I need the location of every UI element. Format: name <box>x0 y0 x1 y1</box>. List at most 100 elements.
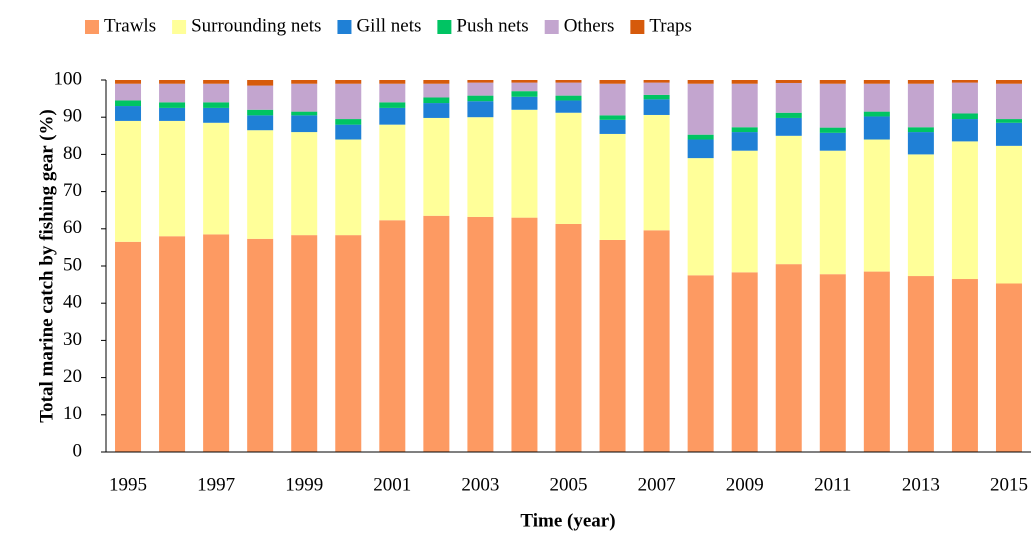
bar-segment <box>555 82 582 96</box>
y-tick-label: 60 <box>63 217 82 238</box>
y-tick-label: 0 <box>73 440 83 461</box>
y-tick-label: 50 <box>63 254 82 275</box>
bar-segment <box>643 80 670 83</box>
bar-segment <box>687 83 714 135</box>
bar-segment <box>863 83 890 112</box>
legend-label: Surrounding nets <box>191 15 321 36</box>
x-tick-label: 2003 <box>461 474 499 495</box>
bar-segment <box>995 119 1022 123</box>
legend-swatch <box>630 20 645 34</box>
bar-segment <box>467 117 494 217</box>
bar-segment <box>863 139 890 272</box>
bar-segment <box>819 274 846 452</box>
bar-segment <box>907 154 934 277</box>
y-axis-label: Total marine catch by fishing gear (%) <box>36 109 57 423</box>
bar-segment <box>291 111 318 116</box>
bar-segment <box>159 80 186 84</box>
y-tick-label: 100 <box>54 68 83 89</box>
x-axis-label: Time (year) <box>520 510 615 531</box>
bar-segment <box>379 124 406 221</box>
bar-segment <box>643 94 670 100</box>
bar-segment <box>247 130 274 239</box>
bar-segment <box>775 82 802 113</box>
bar-segment <box>423 83 450 98</box>
bar-segment <box>555 223 582 452</box>
bar-segment <box>731 272 758 452</box>
bar-segment <box>423 97 450 104</box>
bar-segment <box>687 158 714 276</box>
bar-segment <box>775 112 802 118</box>
bar-segment <box>335 235 362 452</box>
bar-segment <box>599 239 626 452</box>
bar-segment <box>863 271 890 452</box>
bar-segment <box>467 101 494 118</box>
bar-segment <box>159 107 186 121</box>
legend-label: Others <box>564 15 615 36</box>
bar-segment <box>687 139 714 159</box>
bar-segment <box>291 115 318 133</box>
bar-segment <box>951 279 978 452</box>
bar-segment <box>687 275 714 452</box>
bar-segment <box>731 80 758 84</box>
bar-segment <box>159 236 186 452</box>
bar-segment <box>907 276 934 452</box>
x-tick-label: 2001 <box>373 474 411 495</box>
bar-segment <box>731 83 758 128</box>
x-tick-label: 2011 <box>814 474 851 495</box>
legend-label: Trawls <box>104 15 156 36</box>
bar-segment <box>995 83 1022 120</box>
bar-segment <box>643 230 670 452</box>
legend-swatch <box>85 20 99 34</box>
bar-segment <box>203 80 230 84</box>
bar-segment <box>423 117 450 216</box>
bar-segment <box>643 114 670 231</box>
y-tick-label: 30 <box>63 329 82 350</box>
bar-segment <box>555 95 582 101</box>
bar-segment <box>555 112 582 224</box>
bar-segment <box>115 100 142 107</box>
bar-segment <box>291 235 318 452</box>
bar-segment <box>291 83 318 112</box>
bar-segment <box>203 234 230 452</box>
bar-segment <box>247 80 274 86</box>
bar-segment <box>115 120 142 242</box>
bar-segment <box>819 80 846 84</box>
bar-segment <box>643 99 670 115</box>
bar-segment <box>115 241 142 452</box>
legend-label: Push nets <box>456 15 528 36</box>
x-tick-label: 1995 <box>109 474 147 495</box>
bar-segment <box>863 116 890 140</box>
bar-segment <box>511 80 538 83</box>
x-tick-label: 2005 <box>550 474 588 495</box>
bar-segment <box>995 283 1022 452</box>
bar-segment <box>907 132 934 155</box>
bar-segment <box>203 107 230 123</box>
x-tick-label: 2007 <box>638 474 676 495</box>
bar-segment <box>995 145 1022 284</box>
bar-segment <box>335 80 362 84</box>
y-tick-label: 10 <box>63 403 82 424</box>
bar-segment <box>555 100 582 113</box>
bar-segment <box>819 150 846 275</box>
bar-segment <box>379 220 406 452</box>
bar-segment <box>863 80 890 84</box>
bar-segment <box>599 115 626 120</box>
legend-swatch <box>544 20 559 34</box>
x-tick-label: 2015 <box>990 474 1028 495</box>
bar-segment <box>995 122 1022 146</box>
bar-segment <box>731 150 758 273</box>
bar-segment <box>467 82 494 96</box>
bar-segment <box>379 107 406 125</box>
bar-segment <box>511 82 538 92</box>
bar-segment <box>599 80 626 84</box>
bar-segment <box>247 109 274 116</box>
bar-segment <box>731 132 758 151</box>
legend-label: Traps <box>649 15 692 36</box>
bar-segment <box>511 96 538 110</box>
bar-segment <box>159 102 186 108</box>
bar-segment <box>775 80 802 83</box>
bar-segment <box>379 102 406 108</box>
legend-label: Gill nets <box>356 15 421 36</box>
legend-swatch <box>172 20 187 34</box>
